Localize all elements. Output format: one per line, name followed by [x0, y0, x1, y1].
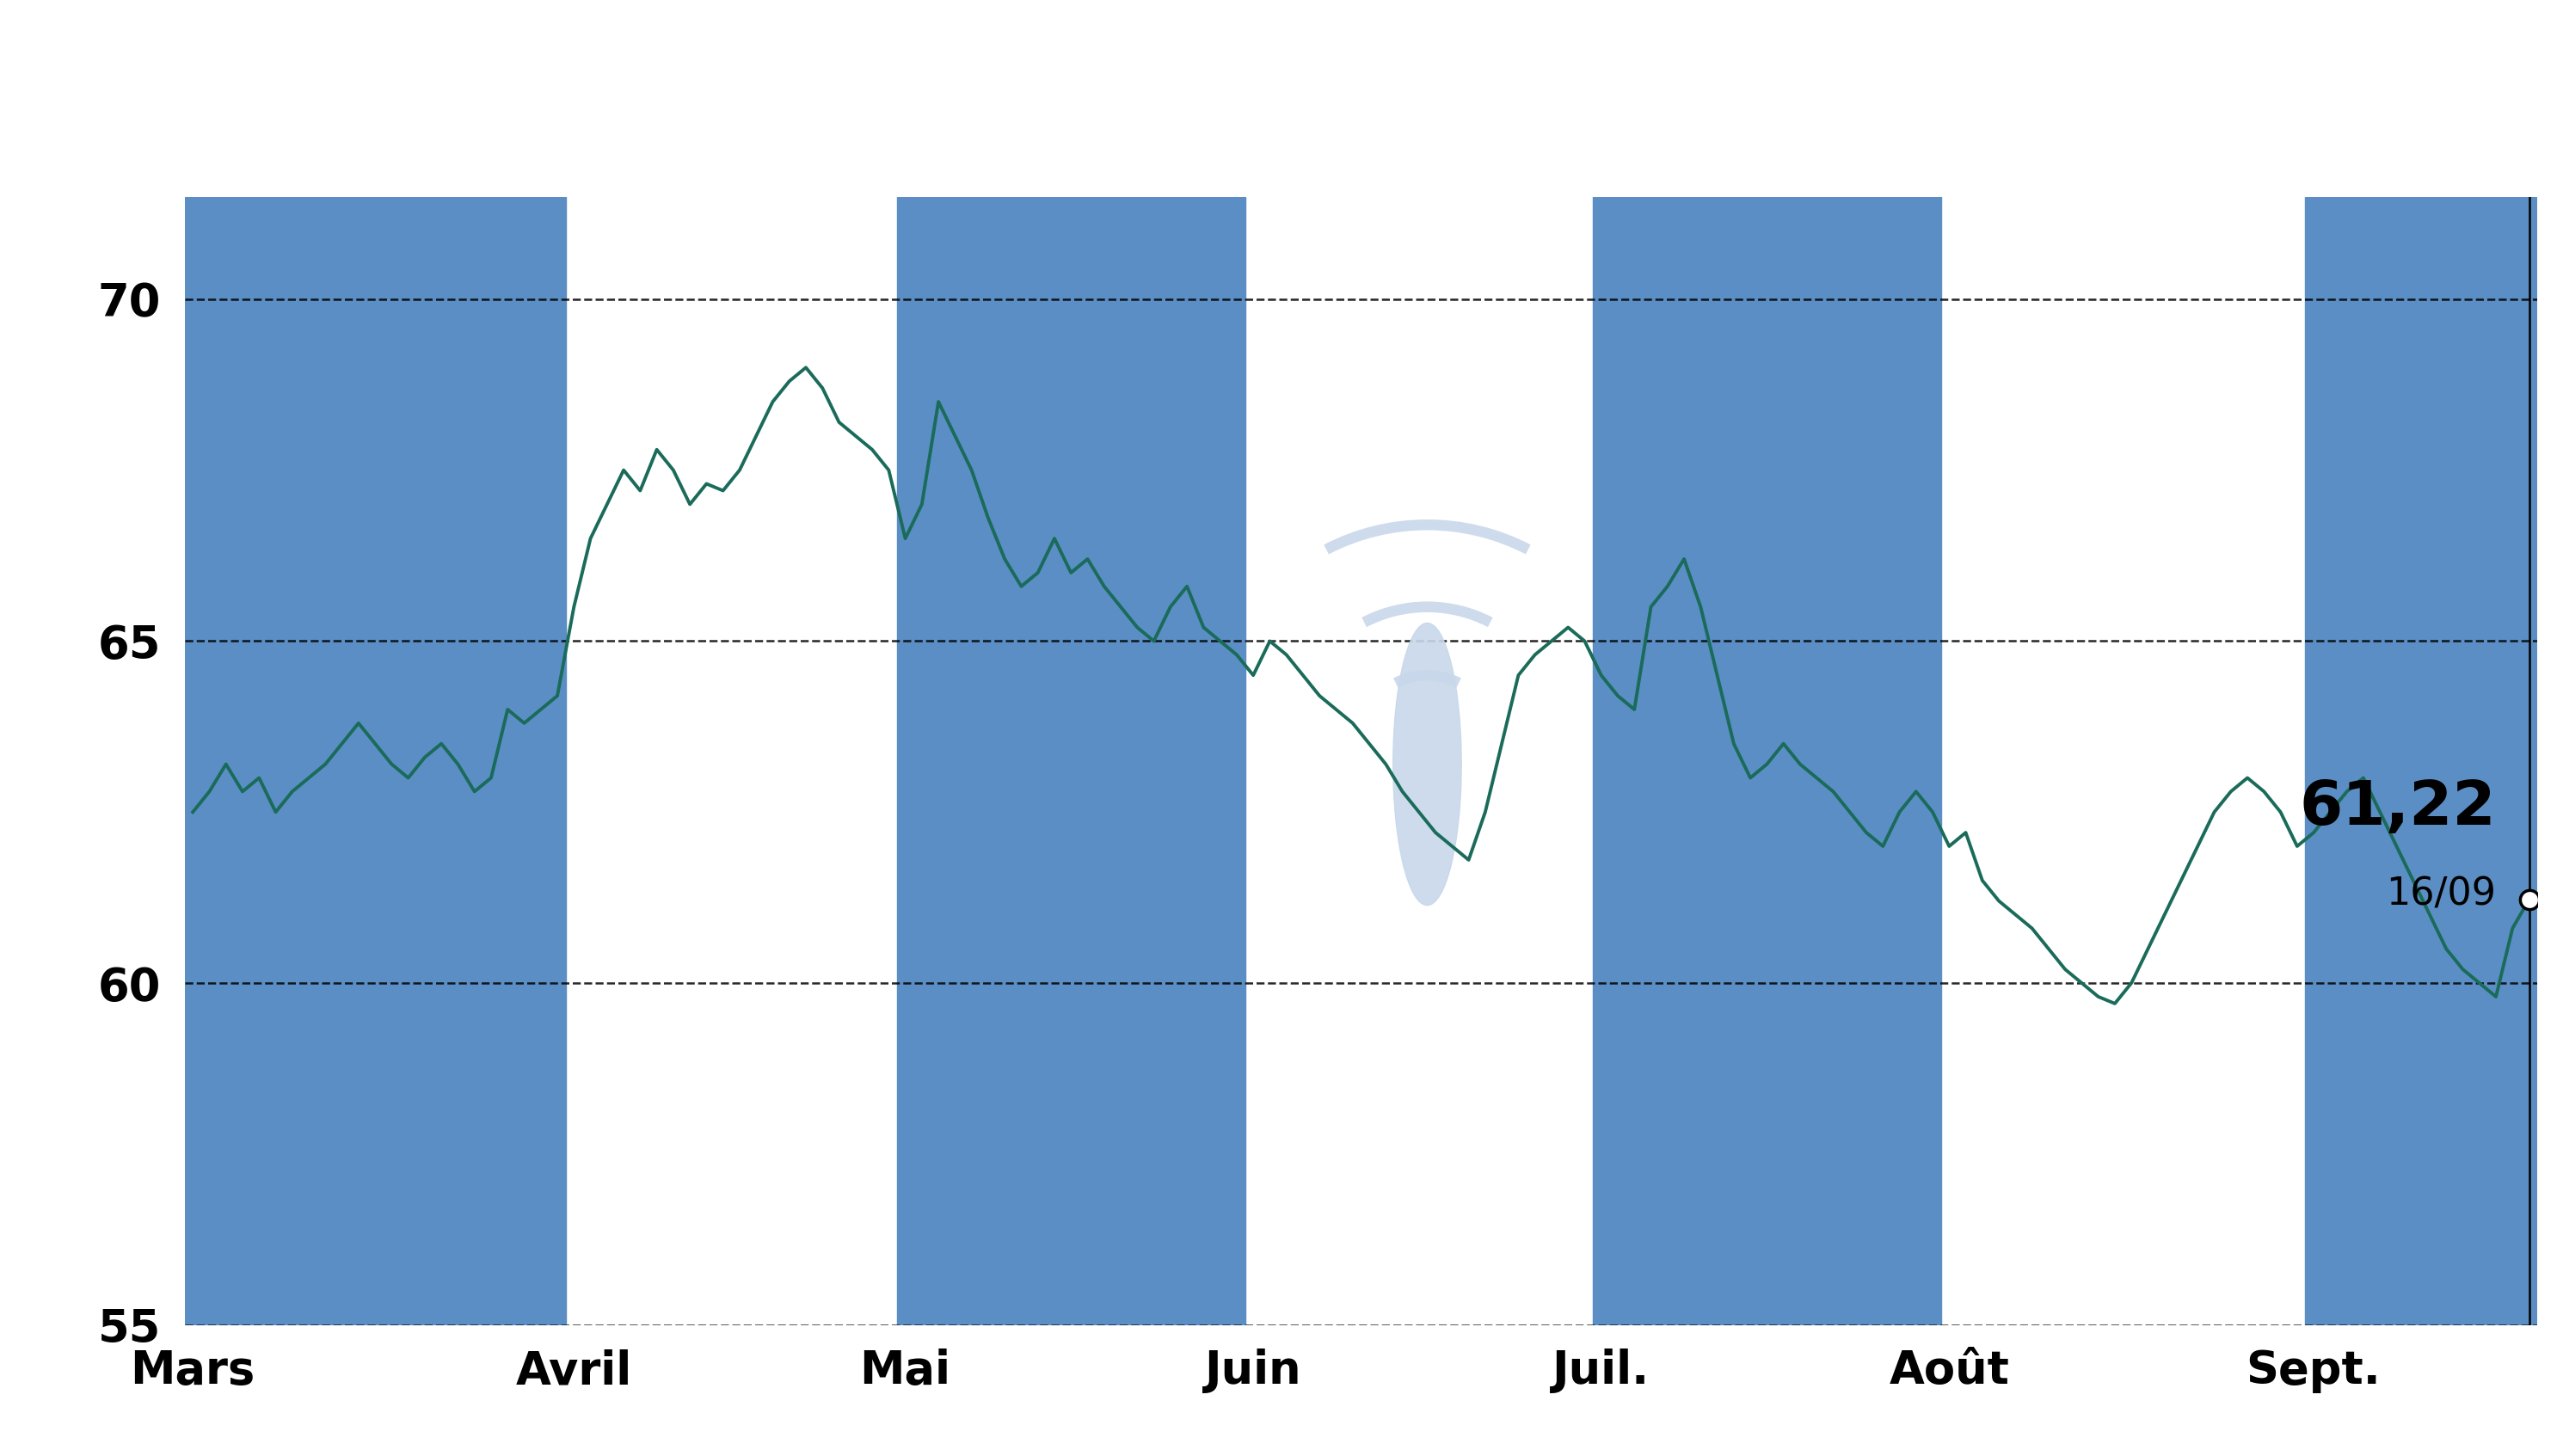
Bar — [185, 197, 566, 1325]
Bar — [2304, 197, 2537, 1325]
Circle shape — [1394, 623, 1461, 906]
Text: TOTALENERGIES: TOTALENERGIES — [764, 29, 1799, 138]
Text: 61,22: 61,22 — [2299, 779, 2496, 839]
Bar — [1594, 197, 1940, 1325]
Bar — [897, 197, 1246, 1325]
Text: 16/09: 16/09 — [2386, 875, 2496, 913]
